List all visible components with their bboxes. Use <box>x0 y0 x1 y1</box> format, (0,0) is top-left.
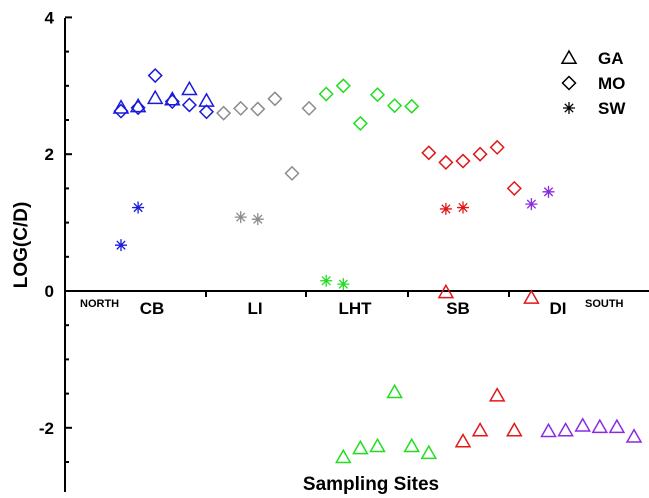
point-ga <box>557 422 574 437</box>
y-tick-label: -2 <box>39 419 54 438</box>
point-mo <box>267 91 283 107</box>
point-ga <box>540 422 557 438</box>
point-mo <box>113 103 129 119</box>
legend-marker-sw <box>563 102 575 114</box>
point-ga <box>471 422 489 437</box>
point-ga <box>574 417 591 432</box>
y-tick-label: 0 <box>45 282 54 301</box>
point-sw <box>337 278 350 291</box>
point-ga <box>437 283 455 299</box>
point-ga <box>454 432 472 448</box>
legend-label-mo: MO <box>598 74 625 93</box>
point-ga <box>506 422 523 437</box>
point-sw <box>525 198 538 211</box>
point-ga <box>420 444 438 460</box>
point-ga <box>386 383 403 399</box>
south-label: SOUTH <box>585 298 624 310</box>
region-labels: CB LI LHT SB DI <box>140 299 567 318</box>
point-ga <box>403 437 420 453</box>
point-mo <box>506 180 522 196</box>
y-tick-label: 2 <box>45 145 54 164</box>
point-sw <box>251 213 264 226</box>
point-mo <box>147 67 163 84</box>
north-label: NORTH <box>80 298 119 310</box>
point-sw <box>234 211 247 224</box>
point-mo <box>318 86 334 102</box>
point-mo <box>284 165 300 181</box>
point-mo <box>198 104 215 120</box>
region-label-sb: SB <box>446 299 470 318</box>
point-mo <box>130 100 146 116</box>
point-sw <box>320 274 333 287</box>
point-mo <box>352 115 368 131</box>
x-axis-title: Sampling Sites <box>303 474 439 495</box>
data-points <box>112 67 643 464</box>
point-mo <box>335 78 351 94</box>
point-ga <box>523 289 540 304</box>
region-label-lht: LHT <box>338 299 372 318</box>
point-ga <box>369 437 386 453</box>
axes <box>64 18 649 492</box>
point-ga <box>608 418 626 434</box>
legend-marker-ga <box>560 49 578 64</box>
point-mo <box>181 97 197 113</box>
point-mo <box>301 100 317 116</box>
point-mo <box>455 153 471 169</box>
y-axis-title: LOG(C/D) <box>11 202 32 289</box>
point-mo <box>164 93 180 110</box>
point-ga <box>146 89 164 105</box>
y-tick-label: 4 <box>45 8 55 27</box>
point-sw <box>439 202 452 215</box>
point-sw <box>457 201 469 214</box>
point-sw <box>115 239 127 252</box>
point-mo <box>250 101 266 117</box>
legend-marker-mo <box>561 75 577 91</box>
point-ga <box>335 448 352 464</box>
region-label-di: DI <box>550 299 567 318</box>
point-ga <box>488 387 506 402</box>
point-mo <box>489 139 505 155</box>
point-mo <box>216 105 232 121</box>
point-ga <box>112 99 130 114</box>
legend: GA MO SW <box>560 49 626 118</box>
point-mo <box>472 146 488 162</box>
point-mo <box>387 98 403 114</box>
legend-label-sw: SW <box>598 99 626 118</box>
point-ga <box>591 418 609 434</box>
y-ticks: -2 0 2 4 <box>39 8 72 463</box>
point-ga <box>625 428 643 443</box>
point-mo <box>233 100 249 116</box>
point-sw <box>542 185 555 198</box>
point-ga <box>181 80 198 96</box>
point-ga <box>352 439 369 455</box>
region-label-li: LI <box>247 299 262 318</box>
region-label-cb: CB <box>140 299 165 318</box>
point-mo <box>404 98 420 114</box>
point-mo <box>438 154 454 170</box>
point-sw <box>132 201 145 214</box>
legend-label-ga: GA <box>598 49 624 68</box>
point-mo <box>421 145 437 161</box>
point-mo <box>369 87 386 103</box>
